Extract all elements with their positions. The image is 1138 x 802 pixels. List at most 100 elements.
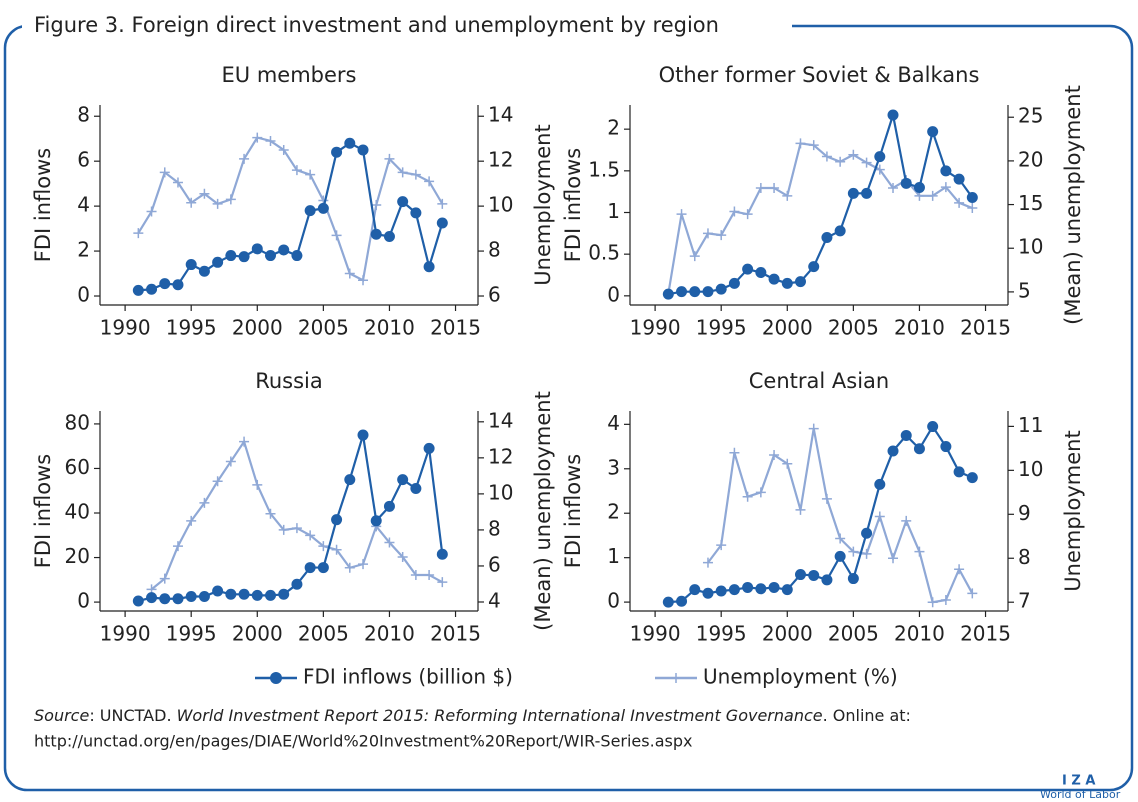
x-tick-label: 1990 <box>100 622 151 646</box>
point <box>742 581 754 593</box>
point <box>769 449 780 460</box>
point <box>384 537 395 548</box>
point <box>317 562 329 574</box>
logo-sub: World of Labor <box>1040 788 1121 798</box>
x-tick-label: 2010 <box>894 316 945 340</box>
y2-tick-label: 8 <box>488 238 501 262</box>
x-tick-label: 2005 <box>828 622 879 646</box>
point <box>384 153 395 164</box>
point <box>742 209 753 220</box>
point <box>278 524 289 535</box>
point <box>808 140 819 151</box>
x-tick-label: 1990 <box>100 316 151 340</box>
y-tick-label: 20 <box>65 544 90 568</box>
point <box>317 202 329 214</box>
y2-tick-label: 11 <box>1018 413 1043 437</box>
point <box>795 504 806 515</box>
point <box>874 164 885 175</box>
point <box>132 595 144 607</box>
y2-tick-label: 12 <box>488 444 513 468</box>
point <box>821 151 832 162</box>
point <box>848 546 859 557</box>
y-tick-label: 0 <box>607 589 620 613</box>
point <box>159 167 170 178</box>
point <box>953 466 965 478</box>
y-tick-label: 6 <box>77 148 90 172</box>
point <box>716 540 727 551</box>
point <box>794 569 806 581</box>
point <box>940 595 951 606</box>
point <box>291 165 302 176</box>
point <box>397 167 408 178</box>
x-tick-label: 1990 <box>630 622 681 646</box>
series-line <box>667 142 973 294</box>
point <box>436 548 448 560</box>
y2-tick-label: 12 <box>488 148 513 172</box>
y-axis-label: FDI inflows <box>31 148 55 262</box>
point <box>212 198 223 209</box>
point <box>781 277 793 289</box>
point <box>212 476 223 487</box>
point <box>159 593 171 605</box>
point <box>821 574 833 586</box>
point <box>305 169 316 180</box>
x-tick-label: 2015 <box>960 622 1011 646</box>
point <box>742 263 754 275</box>
point <box>186 197 197 208</box>
point <box>225 194 236 205</box>
point <box>940 165 952 177</box>
point <box>331 230 342 241</box>
point <box>676 286 688 298</box>
y2-tick-label: 5 <box>1018 278 1031 302</box>
point <box>887 109 899 121</box>
x-tick-label: 1995 <box>696 622 747 646</box>
point <box>808 569 820 581</box>
point <box>702 587 714 599</box>
point <box>662 288 674 300</box>
point <box>742 491 753 502</box>
x-tick-label: 2000 <box>232 622 283 646</box>
point <box>914 546 925 557</box>
point <box>410 169 421 180</box>
point <box>689 286 701 298</box>
point <box>132 284 144 296</box>
point <box>199 497 210 508</box>
point <box>436 217 448 229</box>
point <box>331 514 343 526</box>
point <box>424 176 435 187</box>
point <box>927 597 938 608</box>
point <box>967 203 978 214</box>
point <box>264 250 276 262</box>
point <box>278 588 290 600</box>
point <box>370 515 382 527</box>
point <box>185 259 197 271</box>
y-tick-label: 2 <box>607 116 620 140</box>
legend-marker <box>671 673 681 683</box>
point <box>768 581 780 593</box>
point <box>437 198 448 209</box>
point <box>900 177 912 189</box>
y2-tick-label: 14 <box>488 408 513 432</box>
y2-tick-label: 8 <box>488 516 501 540</box>
point <box>861 548 872 559</box>
point <box>305 530 316 541</box>
series-line <box>137 136 444 282</box>
point <box>159 278 171 290</box>
point <box>172 593 184 605</box>
point <box>755 267 767 278</box>
point <box>238 588 250 600</box>
point <box>913 443 925 455</box>
point <box>927 126 939 138</box>
y2-axis-label: Unemployment <box>1061 430 1085 591</box>
point <box>782 458 793 469</box>
point <box>304 205 316 217</box>
x-tick-label: 1995 <box>696 316 747 340</box>
point <box>358 275 369 286</box>
point <box>953 173 965 185</box>
y-tick-label: 2 <box>607 500 620 524</box>
point <box>238 251 250 263</box>
point <box>198 591 210 603</box>
point <box>397 196 409 208</box>
point <box>768 273 780 285</box>
x-tick-label: 1995 <box>166 622 217 646</box>
